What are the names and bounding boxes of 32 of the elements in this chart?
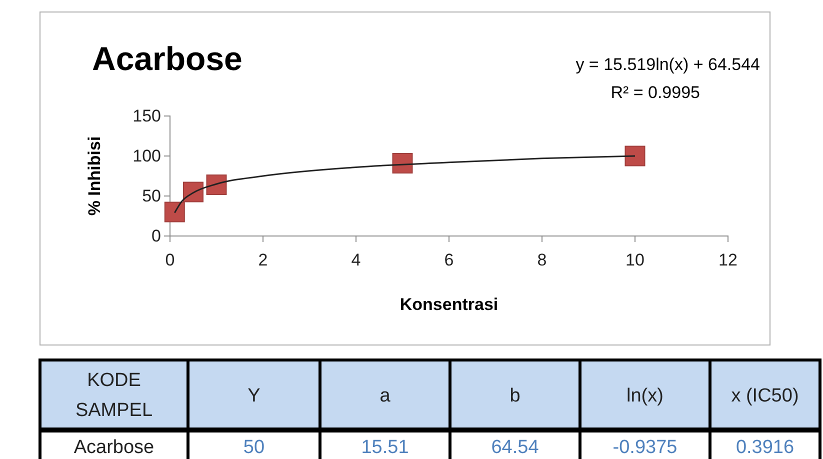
y-tick-label: 0 <box>152 226 161 246</box>
text: 15.51 <box>361 437 409 458</box>
x-tick-label: 12 <box>718 250 738 270</box>
x-tick-label: 0 <box>165 250 175 270</box>
text: R² = 0.9995 <box>610 83 700 102</box>
text: a <box>380 386 391 406</box>
y-tick-label: 150 <box>132 106 161 126</box>
point <box>164 202 185 222</box>
point <box>624 146 646 166</box>
x-axis-title: Konsentrasi <box>400 295 498 314</box>
text: Acarbose <box>74 437 154 458</box>
text: b <box>510 386 520 406</box>
text: -0.9375 <box>612 437 678 458</box>
y-tick-label: 50 <box>142 186 161 206</box>
x-tick-label: 10 <box>626 250 644 270</box>
x-tick-label: 6 <box>444 250 454 270</box>
chart-title: Acarbose <box>92 40 242 77</box>
text: 50 <box>243 437 265 458</box>
point <box>206 174 227 196</box>
text: KODE SAMPEL <box>75 370 153 421</box>
text: x (IC50) <box>731 386 799 406</box>
text: 64.54 <box>491 437 540 458</box>
x-tick-label: 4 <box>351 250 361 270</box>
x-tick-label: 8 <box>537 250 547 270</box>
x-tick-label: 2 <box>258 250 268 270</box>
y-tick-label: 100 <box>132 146 161 166</box>
y-axis-title: % Inhibisi <box>85 136 104 216</box>
text: ln(x) <box>626 386 664 406</box>
point <box>392 152 413 174</box>
text: Y <box>248 386 261 406</box>
text: 0.3916 <box>736 437 794 458</box>
text: y = 15.519ln(x) + 64.544 <box>576 55 760 74</box>
